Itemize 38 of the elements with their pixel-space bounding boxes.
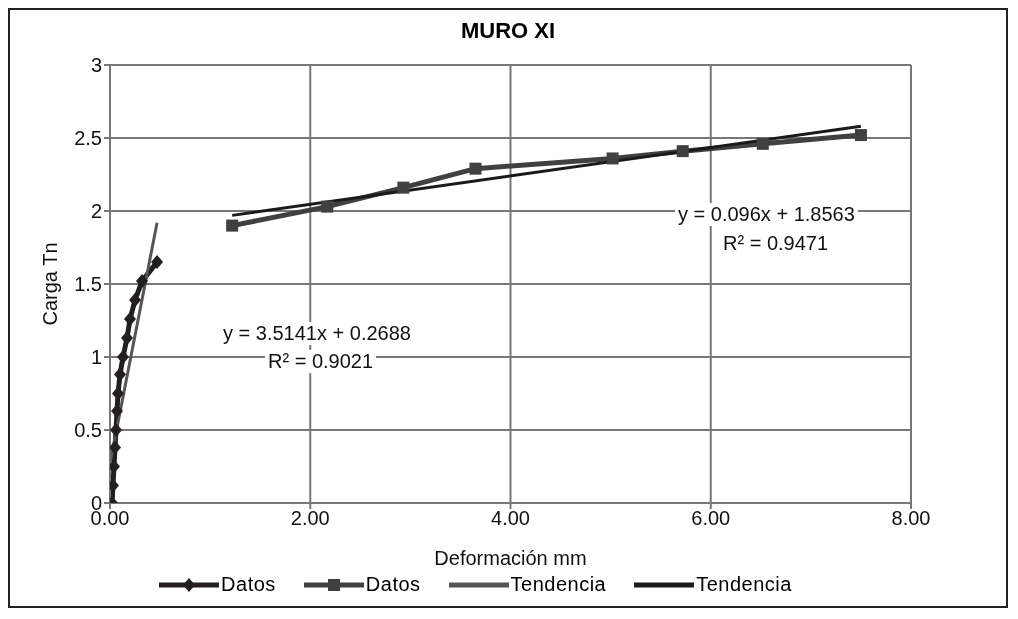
point [111,404,124,419]
point [117,350,130,364]
point [606,152,619,165]
point [226,219,239,232]
point [124,312,137,327]
point [321,200,334,213]
point [854,129,867,142]
point [136,274,149,289]
annotation: R² = 0.9021 [265,350,377,373]
x-axis-title: Deformación mm [434,547,587,569]
x-tick-label: 4.00 [491,507,530,530]
y-axis-title: Carga Tn [39,242,62,326]
chart-title: MURO XI [459,18,557,44]
y-tick-label: 2 [90,200,102,223]
y-tick-label: 1.5 [74,273,102,296]
point [676,145,689,158]
annotation: y = 0.096x + 1.8563 [675,203,858,226]
legend-label: Tendencia [696,573,792,596]
x-tick-label: 6.00 [691,507,731,530]
y-tick-label: 2.5 [74,127,102,150]
legend-label: Datos [221,573,276,596]
point [151,255,164,270]
point [756,137,769,150]
x-tick-label: 8.00 [891,507,931,530]
annotation: y = 3.5141x + 0.2688 [220,322,414,345]
x-tick-label: 2.00 [290,507,330,530]
legend-label: Datos [365,573,421,596]
point [110,423,123,437]
y-tick-label: 0.5 [74,419,102,442]
point [129,293,142,308]
annotation: R² = 0.9471 [720,232,832,255]
point [469,162,482,175]
point [110,440,122,455]
point [121,331,134,346]
point [397,181,410,194]
legend-label: Tendencia [510,573,607,596]
y-tick-label: 1 [90,346,102,369]
y-tick-label: 3 [90,54,102,77]
